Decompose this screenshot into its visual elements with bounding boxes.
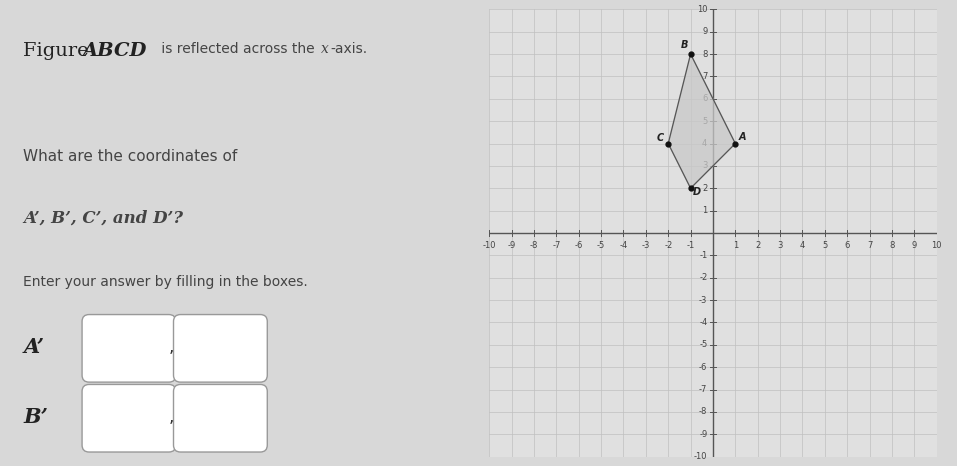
Text: 8: 8 [889,241,895,250]
Text: -6: -6 [574,241,583,250]
Text: is reflected across the: is reflected across the [157,42,319,56]
Text: 3: 3 [702,161,707,171]
Text: Enter your answer by filling in the boxes.: Enter your answer by filling in the boxe… [24,275,308,289]
Text: -4: -4 [619,241,628,250]
Text: -2: -2 [700,273,707,282]
Text: 2: 2 [755,241,760,250]
Text: 7: 7 [867,241,872,250]
Text: -7: -7 [699,385,707,394]
Text: 6: 6 [844,241,850,250]
Text: 10: 10 [697,5,707,14]
Text: A: A [739,132,746,142]
Text: -2: -2 [664,241,673,250]
Text: -5: -5 [597,241,605,250]
Text: -7: -7 [552,241,561,250]
Text: -6: -6 [699,363,707,372]
Text: 7: 7 [702,72,707,81]
Text: 5: 5 [822,241,828,250]
Text: -1: -1 [700,251,707,260]
Text: 6: 6 [702,94,707,103]
Text: -9: -9 [507,241,516,250]
Text: -4: -4 [700,318,707,327]
Text: Figure: Figure [24,42,96,60]
Text: -9: -9 [700,430,707,439]
Text: 4: 4 [800,241,805,250]
Text: -3: -3 [642,241,650,250]
Text: x: x [322,42,329,56]
FancyBboxPatch shape [82,384,176,452]
Text: -10: -10 [482,241,496,250]
Text: C: C [657,133,664,143]
Text: -5: -5 [700,340,707,350]
Text: -1: -1 [686,241,695,250]
Text: ,: , [168,408,174,426]
Text: 9: 9 [702,27,707,36]
Text: D: D [693,187,701,197]
Text: 4: 4 [702,139,707,148]
Text: 3: 3 [777,241,783,250]
FancyBboxPatch shape [173,384,267,452]
Text: B’: B’ [24,407,48,427]
Text: 9: 9 [912,241,917,250]
Polygon shape [668,54,735,188]
Text: ABCD: ABCD [82,42,146,60]
Text: A’, B’, C’, and D’?: A’, B’, C’, and D’? [24,210,184,226]
Text: 2: 2 [702,184,707,193]
Text: 1: 1 [733,241,738,250]
Text: -axis.: -axis. [330,42,367,56]
Text: What are the coordinates of: What are the coordinates of [24,149,242,164]
FancyBboxPatch shape [82,315,176,382]
Text: 8: 8 [702,49,707,59]
Text: A’: A’ [24,337,44,357]
Text: -3: -3 [699,295,707,305]
Text: 5: 5 [702,116,707,126]
Text: 10: 10 [931,241,942,250]
Text: 1: 1 [702,206,707,215]
Text: -8: -8 [530,241,538,250]
Text: -10: -10 [694,452,707,461]
FancyBboxPatch shape [173,315,267,382]
Text: B: B [680,41,688,50]
Text: ,: , [168,338,174,356]
Text: -8: -8 [699,407,707,417]
